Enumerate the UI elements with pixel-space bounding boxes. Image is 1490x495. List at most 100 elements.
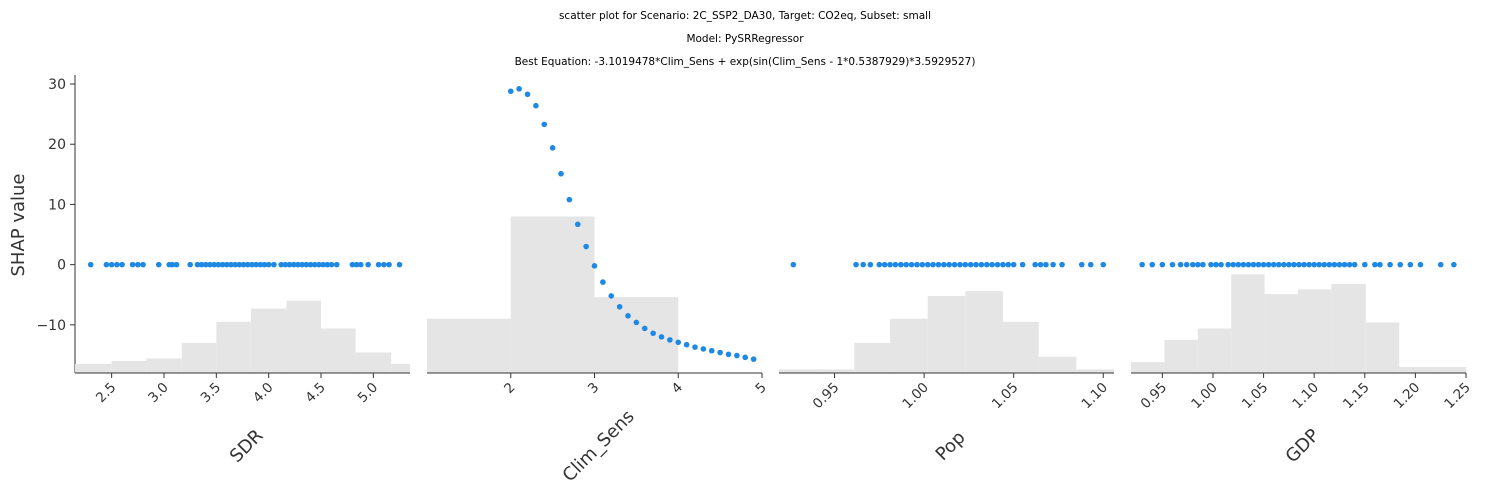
scatter-point [1351, 261, 1358, 268]
x-axis-label: Pop [932, 427, 970, 465]
scatter-point [742, 354, 749, 361]
x-tick-label: 1.05 [989, 380, 1022, 413]
y-tick-label: 10 [48, 197, 66, 213]
scatter-point [282, 261, 289, 268]
scatter-point [198, 261, 205, 268]
scatter-point [1275, 261, 1282, 268]
scatter-point [114, 261, 120, 268]
scatter-point [365, 261, 371, 268]
scatter-point [790, 261, 797, 268]
scatter-point [700, 346, 707, 352]
histogram-bar [1432, 366, 1466, 373]
histogram-bar [286, 300, 322, 373]
scatter-point [244, 261, 251, 268]
histogram-bar [1197, 328, 1232, 373]
scatter-point [962, 261, 969, 268]
scatter-point [524, 91, 531, 98]
histogram-bar [779, 369, 817, 373]
scatter-point [898, 261, 904, 268]
histogram-bar [1399, 366, 1433, 373]
scatter-point [295, 261, 301, 268]
x-tick-label: 1.20 [1391, 380, 1424, 413]
scatter-point [1100, 261, 1107, 268]
scatter-point [608, 293, 615, 299]
scatter-point [1451, 261, 1457, 268]
scatter-point [984, 261, 990, 268]
scatter-point [1000, 261, 1006, 268]
x-tick-label: 5.0 [355, 380, 382, 407]
histogram-bar [1264, 294, 1298, 373]
scatter-point [1281, 261, 1287, 268]
scatter-point [187, 261, 193, 268]
scatter-point [1260, 261, 1267, 268]
histogram-bar [111, 360, 147, 373]
scatter-point [1213, 261, 1219, 268]
scatter-point [1336, 261, 1343, 268]
histogram-bar [890, 318, 928, 373]
scatter-point [103, 261, 110, 268]
histogram-bar [816, 369, 855, 373]
scatter-point [591, 263, 598, 269]
histogram-bar [146, 358, 182, 373]
histogram-bar [1076, 369, 1114, 373]
scatter-point [1078, 261, 1085, 268]
scatter-point [324, 261, 331, 268]
scatter-point [1235, 261, 1242, 268]
y-axis-label: SHAP value [8, 173, 29, 276]
scatter-point [914, 261, 920, 268]
panels-group: 30 20 10 0 −10 2.5 3.0 3.5 4.0 4.5 5.0 SDR 2 3 4 5 Clim_… [36, 75, 1474, 486]
scatter-point [328, 261, 335, 268]
scatter-point [903, 261, 909, 268]
scatter-point [946, 261, 952, 268]
scatter-point [286, 261, 293, 268]
scatter-point [1255, 261, 1262, 268]
histogram-bar [427, 318, 511, 373]
x-tick-label: 1.25 [1441, 380, 1474, 413]
scatter-point [119, 261, 125, 268]
scatter-point [1301, 261, 1307, 268]
scatter-point [919, 261, 926, 268]
scatter-point [1208, 261, 1214, 268]
scatter-point [750, 356, 757, 362]
scatter-point [173, 261, 180, 268]
histogram-bar [216, 321, 251, 373]
scatter-point [1270, 261, 1277, 268]
scatter-point [333, 261, 340, 268]
scatter-point [930, 261, 936, 268]
scatter-point [155, 261, 162, 268]
scatter-point [1139, 261, 1145, 268]
scatter-point [249, 261, 255, 268]
x-tick-label: 1.00 [899, 380, 932, 413]
scatter-point [223, 261, 230, 268]
scatter-point [1010, 261, 1017, 268]
scatter-point [1387, 261, 1393, 268]
x-tick-label: 0.95 [1138, 380, 1171, 413]
scatter-point [967, 261, 974, 268]
panel-clim_sens: 2 3 4 5 Clim_Sens [427, 86, 770, 486]
scatter-point [169, 261, 176, 268]
scatter-point [908, 261, 915, 268]
scatter-point [211, 261, 218, 268]
scatter-point [1183, 261, 1190, 268]
scatter-point [1306, 261, 1312, 268]
scatter-point [1250, 261, 1257, 268]
scatter-point [271, 261, 277, 268]
histogram-bar [250, 308, 287, 373]
scatter-point [1240, 261, 1247, 268]
scatter-point [881, 261, 888, 268]
scatter-point [1407, 261, 1414, 268]
histogram-bar [1365, 322, 1400, 373]
x-axis-label: GDP [1282, 425, 1324, 467]
scatter-point [1225, 261, 1231, 268]
figure-title: scatter plot for Scenario: 2C_SSP2_DA30,… [559, 10, 931, 22]
scatter-point [194, 261, 201, 268]
scatter-point [1326, 261, 1333, 268]
scatter-point [311, 261, 318, 268]
scatter-point [725, 351, 732, 358]
scatter-point [658, 334, 665, 340]
scatter-point [978, 261, 985, 268]
scatter-point [1361, 261, 1368, 268]
scatter-point [1230, 261, 1237, 268]
x-tick-label: 4.5 [302, 380, 329, 407]
scatter-point [215, 261, 222, 268]
